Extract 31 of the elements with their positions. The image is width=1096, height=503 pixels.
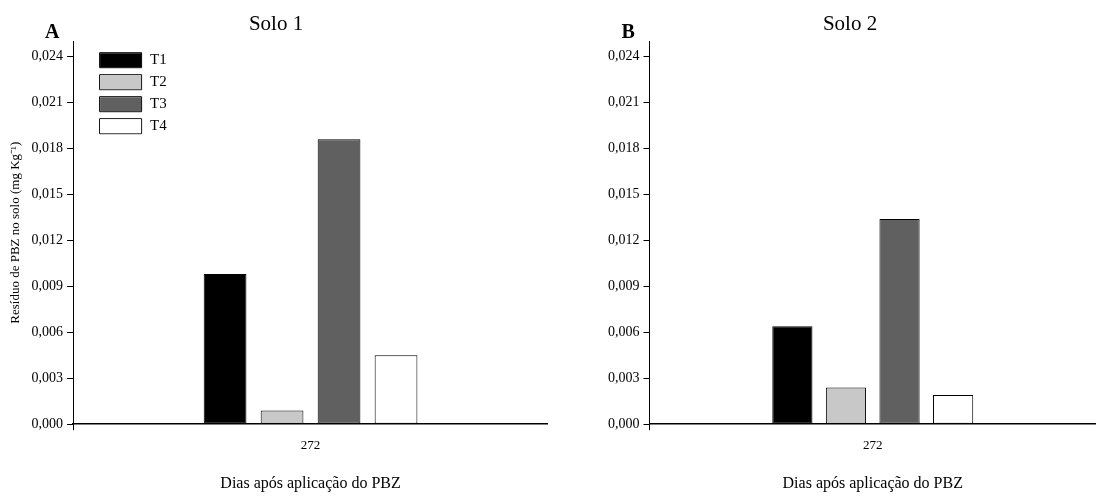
- legend-label: T2: [150, 73, 167, 90]
- y-tick-label: 0,012: [31, 232, 64, 248]
- x-tick-label: 272: [863, 437, 883, 453]
- y-tick-label: 0,021: [608, 94, 640, 110]
- y-tick-label: 0,018: [608, 140, 640, 156]
- chart-title: Solo 1: [248, 11, 304, 36]
- y-tick-label: 0,006: [608, 323, 640, 339]
- y-tick-label: 0,003: [31, 369, 64, 385]
- chart-title: Solo 2: [822, 11, 878, 36]
- y-tick-label: 0,024: [31, 48, 64, 64]
- y-tick-label: 0,018: [31, 140, 64, 156]
- x-axis-title: Dias após aplicação do PBZ: [220, 473, 401, 492]
- y-tick-label: 0,021: [31, 94, 64, 110]
- text: A: [45, 20, 61, 42]
- legend-label: T4: [150, 117, 168, 134]
- x-tick-label: 272: [300, 437, 321, 453]
- y-tick-label: 0,024: [608, 48, 640, 64]
- y-tick-label: 0,009: [31, 277, 64, 293]
- text: B: [621, 20, 635, 42]
- x-axis-title: Dias após aplicação do PBZ: [782, 473, 963, 492]
- legend-label: T3: [150, 95, 167, 112]
- y-tick-label: 0,003: [608, 369, 640, 385]
- y-tick-label: 0,000: [608, 415, 640, 431]
- y-axis-title: Resíduo de PBZ no solo (mg Kg⁻¹): [7, 141, 23, 324]
- y-tick-label: 0,006: [31, 323, 64, 339]
- y-tick-label: 0,015: [608, 186, 640, 202]
- y-tick-label: 0,012: [608, 232, 640, 248]
- y-tick-label: 0,009: [608, 277, 640, 293]
- legend-label: T1: [150, 51, 167, 68]
- y-tick-label: 0,015: [31, 186, 64, 202]
- y-tick-label: 0,000: [31, 415, 64, 431]
